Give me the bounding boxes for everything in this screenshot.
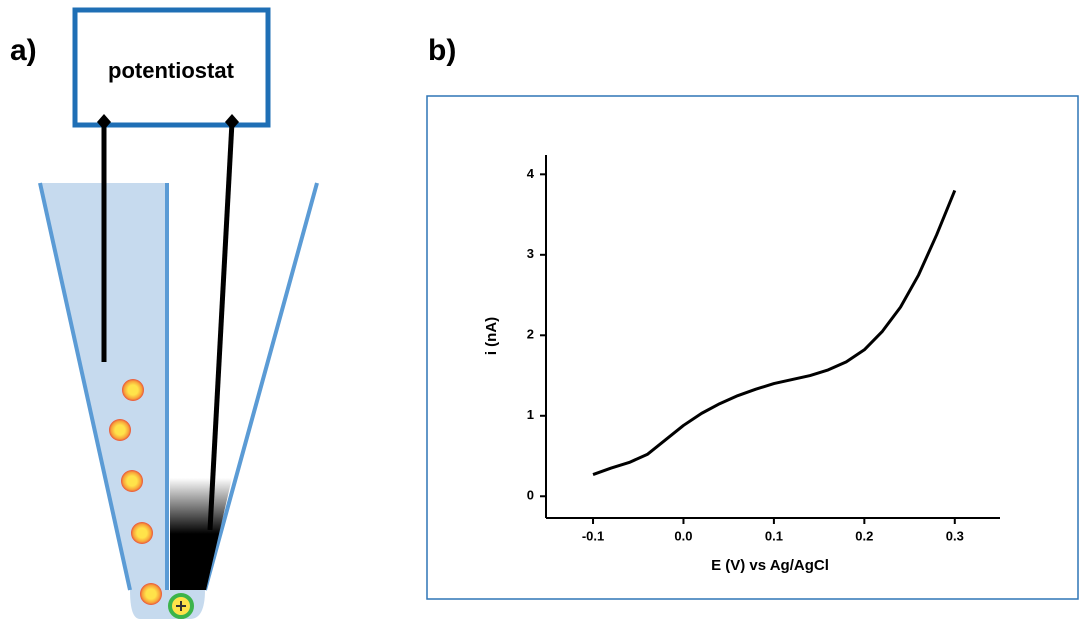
x-tick-label: -0.1 [582,528,604,543]
chart-frame [426,95,1079,600]
y-tick-label: 0 [527,488,534,503]
y-tick-label: 4 [527,166,535,181]
electrode [170,478,232,590]
y-tick-label: 1 [527,407,534,422]
panel-label: b) [428,34,456,67]
ion [122,379,144,401]
ion [140,583,162,605]
ions [109,379,194,619]
x-tick-label: 0.3 [946,528,964,543]
panel-label: a) [10,34,37,67]
y-tick-label: 2 [527,327,534,342]
wire [207,121,235,531]
potentiostat-box [72,7,271,128]
plus-sign [176,601,186,611]
pipette-wall [38,182,132,591]
connector [97,114,111,130]
y-tick-label: 3 [527,246,534,261]
box-label: potentiostat [108,58,235,83]
x-tick-label: 0.2 [855,528,873,543]
y-axis-label: i (nA) [483,317,500,355]
data-line [592,189,957,476]
x-tick-label: 0.1 [765,528,783,543]
ion [131,522,153,544]
pipette-wall [203,182,319,591]
ion [109,419,131,441]
x-axis-label: E (V) vs Ag/AgCl [711,557,829,574]
ion [121,470,143,492]
connector [225,114,239,130]
x-tick-label: 0.0 [674,528,692,543]
